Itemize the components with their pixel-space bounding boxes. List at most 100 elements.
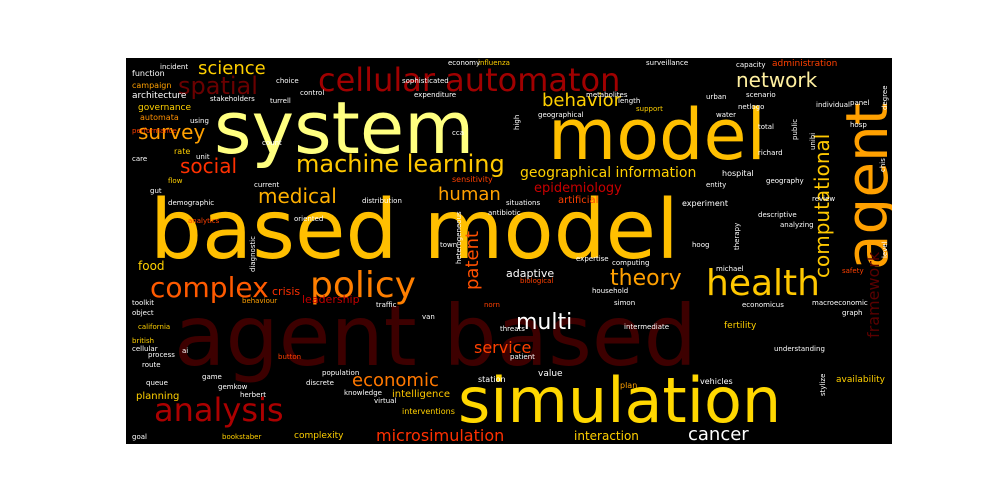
word-analyzing: analyzing (780, 221, 814, 229)
word-hospital: hospital (722, 169, 754, 178)
word-panel: panel (850, 99, 870, 107)
word-netlogo: netlogo (738, 103, 765, 111)
word-therapy: therapy (733, 222, 741, 250)
word-system: system (214, 86, 475, 170)
word-norn: norn (484, 301, 500, 309)
word-patent: patent (462, 230, 483, 290)
word-degree: degree (881, 85, 889, 110)
word-automata: automata (140, 113, 179, 122)
word-understanding: understanding (774, 345, 825, 353)
word-adaptive: adaptive (506, 267, 555, 280)
word-social: social (180, 154, 238, 178)
word-capacity: capacity (736, 61, 766, 69)
word-vehicles: vehicles (700, 377, 733, 386)
word-safety: safety (842, 267, 864, 275)
word-individual: individual (816, 101, 850, 109)
word-stakeholders: stakeholders (210, 95, 255, 103)
word-patient: patient (510, 353, 535, 361)
word-administration: administration (772, 59, 838, 69)
word-gemkow: gemkow (218, 383, 248, 391)
word-scenario: scenario (746, 91, 776, 99)
word-analysis: analysis (154, 391, 284, 429)
word-town: town (440, 241, 458, 249)
word-high: high (513, 114, 521, 130)
word-geographical-information: geographical information (520, 165, 697, 181)
word-diagnostic: diagnostic (249, 235, 257, 272)
word-availability: availability (836, 375, 885, 385)
word-metabolites: metabolites (586, 91, 628, 99)
word-stylize: stylize (819, 373, 827, 396)
word-distribution: distribution (362, 197, 402, 205)
word-urban: urban (706, 93, 727, 101)
word-virtual: virtual (374, 397, 397, 405)
word-framework: framework (864, 251, 883, 338)
word-knowledge: knowledge (344, 389, 382, 397)
word-machine-learning: machine learning (296, 150, 505, 178)
word-influenza: influenza (478, 59, 510, 67)
word-antibiotic: antibiotic (488, 209, 521, 217)
word-interaction: interaction (574, 429, 639, 443)
word-leadership: leadership (302, 293, 360, 306)
word-surveillance: surveillance (646, 59, 689, 67)
word-food: food (138, 259, 165, 273)
word-epidemiology: epidemiology (534, 181, 622, 196)
word-station: station (478, 375, 506, 384)
word-cloud: agent based based model system model age… (126, 58, 892, 444)
word-planning: planning (136, 391, 180, 402)
word-health: health (706, 263, 820, 304)
word-flow: flow (168, 177, 183, 185)
word-situations: situations (506, 199, 541, 207)
word-complexity: complexity (294, 431, 344, 441)
word-value: value (538, 369, 563, 379)
word-california: california (138, 323, 171, 331)
word-review: review (812, 195, 836, 203)
word-hoog: hoog (692, 241, 710, 249)
word-queue: queue (146, 379, 168, 387)
word-graph: graph (842, 309, 863, 317)
word-count: count (262, 139, 282, 147)
word-support: support (636, 105, 663, 113)
word-geography: geography (766, 177, 804, 185)
word-unit: unit (196, 153, 210, 161)
word-toolkit: toolkit (132, 299, 154, 307)
word-sophisticated: sophisticated (402, 77, 449, 85)
word-multi: multi (516, 310, 573, 335)
word-simon: simon (614, 299, 636, 307)
word-geographical: geographical (538, 111, 584, 119)
word-goal: goal (132, 433, 147, 441)
word-van: van (422, 313, 435, 321)
word-british: british (132, 337, 155, 345)
word-route: route (142, 361, 161, 369)
word-spatial: spatial (178, 72, 258, 100)
word-total: total (758, 123, 775, 131)
word-behavior: behavior (542, 90, 622, 111)
word-medical: medical (258, 184, 337, 208)
word-intelligence: intelligence (392, 389, 451, 400)
word-plan: plan (620, 381, 638, 390)
word-public: public (791, 118, 799, 140)
word-process: process (148, 351, 175, 359)
word-based-model: based model (150, 183, 679, 278)
word-interventions: interventions (402, 407, 455, 416)
word-game: game (202, 373, 222, 381)
word-unibi: unibi (809, 132, 817, 150)
word-care: care (132, 155, 148, 163)
word-science: science (198, 58, 266, 79)
word-richard: richard (758, 149, 783, 157)
word-incident: incident (160, 63, 189, 71)
word-herbert: herbert (240, 391, 266, 399)
word-bookstaber: bookstaber (222, 433, 262, 441)
word-economy: economy (448, 59, 481, 67)
word-chis: chis (879, 158, 887, 172)
word-campaign: campaign (132, 81, 172, 90)
word-heterogeneous: heterogeneous (455, 211, 463, 264)
word-human: human (438, 184, 501, 205)
word-network: network (736, 68, 818, 92)
word-cellular-automaton: cellular automaton (318, 61, 621, 99)
word-computational: computational (810, 133, 834, 278)
word-rate: rate (174, 147, 191, 156)
word-microsimulation: microsimulation (376, 426, 505, 444)
word-macroeconomic: macroeconomic (812, 299, 868, 307)
word-cellular: cellular (132, 345, 158, 353)
word-biological: biological (520, 277, 554, 285)
